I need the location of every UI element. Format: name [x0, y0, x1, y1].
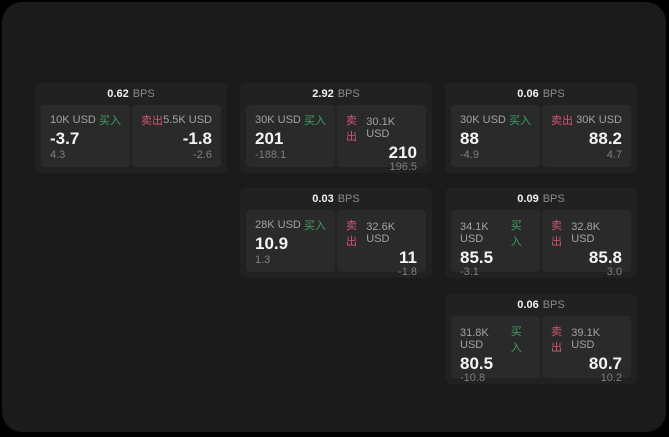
bps-header: 2.92 BPS — [240, 83, 432, 105]
buy-delta: 1.3 — [255, 254, 271, 266]
sell-side-label: 卖出 — [551, 115, 573, 127]
bps-unit: BPS — [542, 193, 565, 205]
sell-price: 11 — [399, 248, 417, 267]
sell-side-label: 卖出 — [346, 115, 357, 143]
bps-header: 0.03 BPS — [240, 188, 432, 210]
sell-side-label: 卖出 — [551, 326, 562, 354]
bps-unit: BPS — [542, 88, 565, 100]
buy-side-label: 买入 — [304, 115, 326, 127]
sell-price: 80.7 — [588, 354, 622, 373]
buy-side-label: 买入 — [510, 326, 522, 354]
buy-side-label: 买入 — [304, 220, 326, 232]
bps-unit: BPS — [542, 299, 565, 311]
sell-price: -1.8 — [182, 129, 212, 148]
buy-size: 10K USD — [50, 114, 96, 126]
sell-size: 30.1K USD — [366, 116, 396, 140]
bps-unit: BPS — [337, 88, 360, 100]
sell-delta: 3.0 — [606, 266, 622, 278]
buy-quote-panel[interactable]: 28K USD 买入 10.9 1.3 — [246, 210, 335, 272]
buy-delta: -188.1 — [255, 149, 287, 161]
buy-quote-panel[interactable]: 10K USD 买入 -3.7 4.3 — [41, 105, 130, 167]
sell-side-label: 卖出 — [141, 115, 163, 127]
sell-delta: -1.8 — [398, 266, 417, 278]
buy-price: 80.5 — [460, 354, 494, 373]
buy-quote-panel[interactable]: 34.1K USD 买入 85.5 -3.1 — [451, 210, 540, 278]
sell-size: 39.1K USD — [571, 327, 601, 351]
quote-card-2: 2.92 BPS 30K USD 买入 201 -188.1 卖出 30.1K … — [240, 83, 432, 173]
sell-quote-panel[interactable]: 卖出 30K USD 88.2 4.7 — [542, 105, 631, 167]
buy-price: 85.5 — [460, 248, 494, 267]
buy-price: 88 — [460, 129, 479, 148]
bps-value: 0.62 — [107, 88, 129, 100]
sell-side-label: 卖出 — [551, 220, 562, 248]
bps-unit: BPS — [337, 193, 360, 205]
sell-price: 210 — [388, 143, 417, 162]
bps-header: 0.62 BPS — [35, 83, 227, 105]
bps-value: 0.03 — [312, 193, 334, 205]
bps-unit: BPS — [132, 88, 155, 100]
sell-delta: 4.7 — [606, 149, 622, 161]
buy-delta: -3.1 — [460, 266, 479, 278]
sell-delta: 10.2 — [600, 372, 622, 384]
sell-quote-panel[interactable]: 卖出 32.6K USD 11 -1.8 — [337, 210, 426, 278]
bps-header: 0.09 BPS — [445, 188, 637, 210]
sell-side-label: 卖出 — [346, 220, 357, 248]
quote-card-3: 0.06 BPS 30K USD 买入 88 -4.9 卖出 30K USD 8… — [445, 83, 637, 173]
sell-price: 88.2 — [588, 129, 622, 148]
buy-size: 28K USD — [255, 219, 301, 231]
sell-size: 30K USD — [576, 114, 622, 126]
sell-delta: 196.5 — [389, 161, 417, 173]
quote-card-4: 0.03 BPS 28K USD 买入 10.9 1.3 卖出 32.6K US… — [240, 188, 432, 278]
sell-quote-panel[interactable]: 卖出 5.5K USD -1.8 -2.6 — [132, 105, 221, 167]
buy-delta: 4.3 — [50, 149, 66, 161]
sell-size: 32.8K USD — [571, 221, 601, 245]
buy-price: 10.9 — [255, 234, 289, 253]
bps-header: 0.06 BPS — [445, 83, 637, 105]
buy-side-label: 买入 — [509, 115, 531, 127]
buy-quote-panel[interactable]: 30K USD 买入 88 -4.9 — [451, 105, 540, 167]
sell-price: 85.8 — [588, 248, 622, 267]
quote-card-1: 0.62 BPS 10K USD 买入 -3.7 4.3 卖出 5.5K USD… — [35, 83, 227, 173]
sell-size: 32.6K USD — [366, 221, 396, 245]
sell-quote-panel[interactable]: 卖出 32.8K USD 85.8 3.0 — [542, 210, 631, 278]
buy-size: 34.1K USD — [460, 221, 489, 245]
buy-price: -3.7 — [50, 129, 80, 148]
bps-header: 0.06 BPS — [445, 294, 637, 316]
buy-delta: -4.9 — [460, 149, 479, 161]
buy-delta: -10.8 — [460, 372, 486, 384]
buy-size: 31.8K USD — [460, 327, 489, 351]
buy-quote-panel[interactable]: 30K USD 买入 201 -188.1 — [246, 105, 335, 167]
bps-value: 0.09 — [517, 193, 539, 205]
bps-value: 0.06 — [517, 88, 539, 100]
buy-size: 30K USD — [255, 114, 301, 126]
sell-delta: -2.6 — [193, 149, 212, 161]
buy-size: 30K USD — [460, 114, 506, 126]
bps-value: 2.92 — [312, 88, 334, 100]
sell-quote-panel[interactable]: 卖出 30.1K USD 210 196.5 — [337, 105, 426, 173]
buy-side-label: 买入 — [510, 220, 522, 248]
sell-quote-panel[interactable]: 卖出 39.1K USD 80.7 10.2 — [542, 316, 631, 384]
sell-size: 5.5K USD — [163, 114, 212, 126]
bps-value: 0.06 — [517, 299, 539, 311]
buy-side-label: 买入 — [99, 115, 121, 127]
quotes-board: 0.62 BPS 10K USD 买入 -3.7 4.3 卖出 5.5K USD… — [2, 2, 666, 432]
quote-card-6: 0.06 BPS 31.8K USD 买入 80.5 -10.8 卖出 39.1… — [445, 294, 637, 384]
buy-quote-panel[interactable]: 31.8K USD 买入 80.5 -10.8 — [451, 316, 540, 384]
quote-card-5: 0.09 BPS 34.1K USD 买入 85.5 -3.1 卖出 32.8K… — [445, 188, 637, 278]
buy-price: 201 — [255, 129, 284, 148]
